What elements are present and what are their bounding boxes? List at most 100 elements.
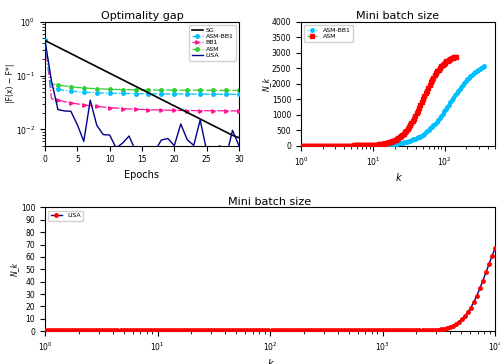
BB1	[68, 100, 74, 105]
BB1	[184, 108, 190, 113]
LISA	[220, 328, 226, 332]
X-axis label: k: k	[267, 359, 273, 364]
ASM-BB1	[42, 38, 48, 43]
ASM	[146, 88, 152, 92]
ASM-BB1	[482, 64, 488, 69]
ASM	[178, 88, 184, 92]
BB1	[42, 38, 48, 43]
Line: LISA: LISA	[45, 40, 239, 158]
ASM-BB1	[190, 92, 196, 96]
ASM	[113, 87, 119, 92]
LISA	[236, 143, 242, 148]
ASM	[190, 88, 196, 92]
BB1	[165, 108, 171, 112]
BB1	[139, 107, 145, 112]
ASM-BB1	[158, 92, 164, 96]
ASM	[94, 87, 100, 91]
ASM-BB1	[216, 92, 222, 96]
ASM	[81, 86, 87, 90]
ASM-BB1	[74, 90, 80, 94]
SG	[197, 117, 203, 121]
ASM	[68, 84, 74, 89]
ASM	[100, 87, 106, 91]
BB1	[48, 96, 54, 101]
BB1	[106, 106, 112, 110]
Title: Optimality gap: Optimality gap	[100, 11, 184, 21]
SG	[94, 64, 100, 69]
ASM	[184, 88, 190, 92]
SG	[190, 114, 196, 118]
ASM-BB1	[210, 92, 216, 96]
LISA	[165, 136, 171, 141]
BB1	[55, 98, 61, 102]
SG	[210, 123, 216, 128]
SG	[120, 78, 126, 82]
Line: LISA: LISA	[44, 247, 496, 332]
BB1	[230, 109, 235, 113]
ASM-BB1	[62, 88, 68, 92]
Legend: LISA: LISA	[48, 211, 83, 221]
BB1	[190, 108, 196, 113]
X-axis label: k: k	[395, 173, 401, 183]
LISA	[113, 146, 119, 150]
ASM-BB1	[48, 86, 54, 90]
BB1	[152, 108, 158, 112]
SG	[68, 51, 74, 56]
ASM-BB1	[139, 91, 145, 96]
BB1	[223, 108, 229, 113]
BB1	[197, 108, 203, 113]
X-axis label: Epochs: Epochs	[124, 170, 160, 180]
Line: SG: SG	[45, 40, 239, 138]
ASM	[197, 88, 203, 92]
LISA	[216, 143, 222, 148]
BB1	[88, 103, 94, 108]
ASM-BB1	[400, 141, 406, 145]
LISA	[55, 107, 61, 112]
ASM-BB1	[132, 91, 138, 96]
ASM	[330, 143, 336, 148]
ASM-BB1	[94, 91, 100, 95]
BB1	[146, 107, 152, 112]
ASM-BB1	[236, 92, 242, 96]
SG	[113, 74, 119, 79]
ASM-BB1	[68, 89, 74, 94]
LISA	[172, 143, 177, 148]
LISA	[120, 141, 126, 145]
BB1	[158, 108, 164, 112]
BB1	[216, 108, 222, 113]
ASM-BB1	[197, 92, 203, 96]
SG	[55, 45, 61, 49]
ASM	[452, 54, 458, 59]
SG	[132, 84, 138, 88]
ASM	[42, 38, 48, 43]
LISA	[42, 328, 48, 332]
LISA	[223, 155, 229, 160]
ASM-BB1	[348, 143, 354, 148]
BB1	[113, 106, 119, 110]
Y-axis label: N_k: N_k	[262, 77, 270, 91]
ASM	[158, 88, 164, 92]
SG	[88, 61, 94, 66]
LISA	[492, 246, 498, 250]
SG	[139, 87, 145, 92]
Line: BB1: BB1	[44, 39, 240, 112]
Line: ASM: ASM	[44, 39, 240, 92]
Legend: ASM-BB1, ASM: ASM-BB1, ASM	[304, 25, 354, 41]
ASM-BB1	[298, 143, 304, 148]
ASM	[204, 88, 210, 92]
BB1	[120, 106, 126, 111]
ASM	[152, 88, 158, 92]
ASM-BB1	[424, 129, 430, 133]
ASM	[120, 87, 126, 92]
Y-axis label: |F(x) − F*|: |F(x) − F*|	[6, 64, 15, 103]
SG	[204, 120, 210, 124]
ASM	[126, 87, 132, 92]
LISA	[62, 109, 68, 113]
ASM	[74, 85, 80, 90]
ASM-BB1	[81, 90, 87, 94]
ASM	[230, 88, 235, 92]
SG	[216, 127, 222, 131]
LISA	[178, 122, 184, 126]
SG	[81, 58, 87, 62]
SG	[62, 48, 68, 52]
